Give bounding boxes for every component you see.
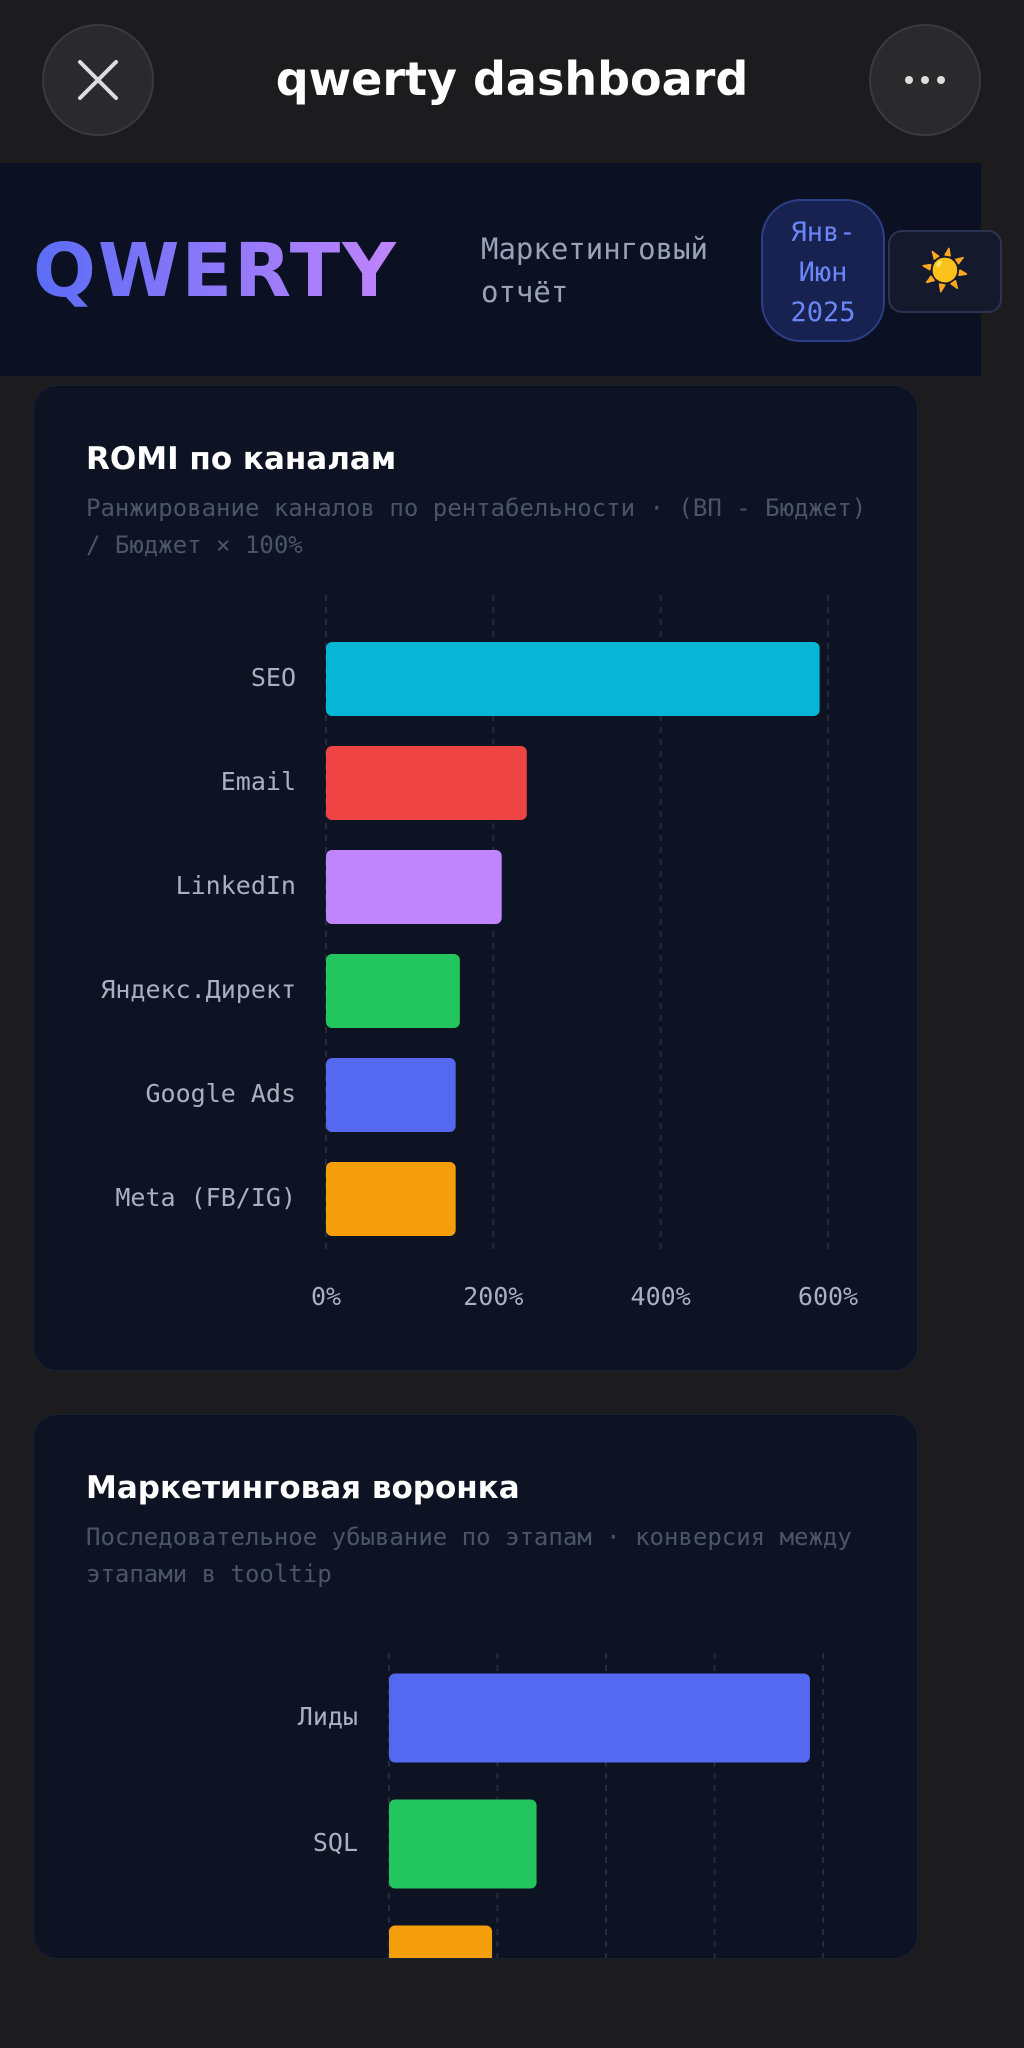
bar [326, 1162, 456, 1236]
close-button[interactable] [42, 24, 154, 136]
more-icon [905, 76, 945, 84]
period-badge[interactable]: Янв-Июн 2025 [761, 199, 885, 342]
bar [326, 746, 527, 820]
card-title: ROMI по каналам [86, 441, 397, 477]
bar [389, 1673, 810, 1763]
card-title: Маркетинговая воронка [86, 1470, 520, 1506]
y-tick-label: Яндекс.Директ [100, 975, 296, 1004]
chart-card: ROMI по каналам Ранжирование каналов по … [33, 385, 918, 1371]
x-tick-label: 600% [798, 1282, 858, 1311]
bar [389, 1799, 537, 1889]
card-subtitle: Ранжирование каналов по рентабельности ·… [86, 494, 867, 559]
y-tick-label: Meta (FB/IG) [115, 1183, 296, 1212]
bar [389, 1925, 493, 1958]
bar [326, 850, 502, 924]
y-tick-label: Лиды [298, 1702, 358, 1731]
chart: 0% 200% 400% 600% SEO Email LinkedIn Яндекс.Дир… [100, 595, 858, 1311]
bar [326, 954, 460, 1028]
y-tick-label: Email [221, 767, 296, 796]
report-title: Маркетинговый отчёт [481, 232, 708, 309]
x-tick-label: 400% [631, 1282, 691, 1311]
logo: QWERTY [33, 228, 398, 314]
chart-card: Маркетинговая воронка Последовательное у… [33, 1414, 918, 1959]
y-tick-label: SEO [251, 663, 296, 692]
x-tick-label: 200% [463, 1282, 523, 1311]
chart: 01234ЛидыSQL [298, 1653, 824, 1958]
y-tick-label: SQL [313, 1828, 358, 1857]
close-icon [78, 60, 118, 100]
y-tick-label: Google Ads [145, 1079, 296, 1108]
more-button[interactable] [869, 24, 981, 136]
y-tick-label: LinkedIn [176, 871, 296, 900]
x-tick-label: 0% [311, 1282, 341, 1311]
theme-toggle[interactable]: ☀️ [888, 230, 1002, 313]
app-title: qwerty dashboard [275, 52, 749, 106]
card-subtitle: Последовательное убывание по этапам · ко… [86, 1523, 852, 1588]
bar [326, 1058, 456, 1132]
bar [326, 642, 820, 716]
